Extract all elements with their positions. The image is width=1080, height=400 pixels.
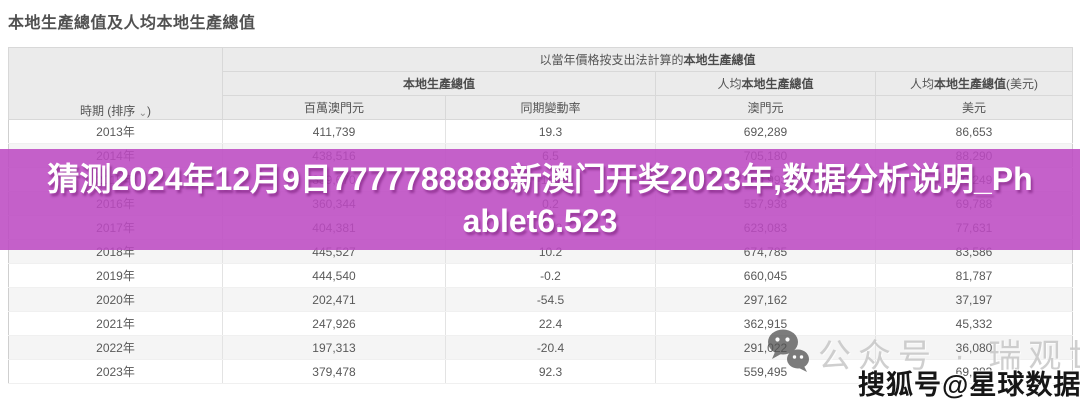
wechat-icon [766, 327, 810, 378]
per-capita-mop-cell: 291,022 [655, 335, 876, 360]
group-gdp-label: 本地生產總值 [402, 77, 475, 91]
table-row: 2020年 202,471 -54.5 297,162 37,197 [8, 287, 1073, 312]
group-pc-usd-label: 本地生產總值 [934, 77, 1007, 91]
per-capita-mop-cell: 692,289 [655, 119, 876, 144]
group-pc-usd-suffix: (美元) [1006, 77, 1039, 91]
group-pc-usd-prefix: 人均 [910, 77, 935, 91]
period-cell: 2022年 [8, 335, 223, 360]
group-per-capita-header: 人均本地生產總值 [655, 71, 876, 96]
gdp-cell: 197,313 [222, 335, 446, 360]
table-row: 2023年 379,478 92.3 559,495 69,383 [8, 359, 1073, 384]
period-cell: 2023年 [8, 359, 223, 384]
wechat-watermark-label: 公众号 · 瑞观世界 [818, 336, 1080, 374]
banner-text-line1: 猜测2024年12月9日7777788888新澳门开奖2023年,数据分析说明_… [47, 160, 1033, 197]
group-gdp-header: 本地生產總值 [222, 71, 656, 96]
sort-icon: ⌄ [138, 108, 148, 119]
page-title: 本地生產總值及人均本地生產總值 [8, 15, 256, 32]
table-row: 2013年 411,739 19.3 692,289 86,653 [8, 119, 1073, 144]
spanning-header-bold: 本地生產總值 [683, 53, 756, 67]
banner-text-line2: ablet6.523 [462, 202, 618, 239]
unit-header-change-rate: 同期變動率 [445, 95, 656, 120]
group-pc-label: 本地生產總值 [741, 77, 814, 91]
spanning-header-prefix: 以當年價格按支出法計算的 [539, 53, 684, 67]
per-capita-mop-cell: 559,495 [655, 359, 876, 384]
wechat-watermark: 公众号 · 瑞观世界 [766, 327, 1080, 378]
change-cell: -54.5 [445, 287, 656, 312]
spanning-header: 以當年價格按支出法計算的本地生產總值 [221, 47, 1074, 72]
gdp-cell: 247,926 [222, 311, 446, 336]
table-header: 時期 (排序 ⌄) 以當年價格按支出法計算的本地生產總值 本地生產總值 人均本地… [8, 47, 1074, 120]
unit-header-mop: 澳門元 [655, 95, 876, 120]
per-capita-usd-cell: 45,332 [874, 311, 1073, 336]
sohu-watermark: 搜狐号@星球数据派 [858, 370, 1080, 400]
change-cell: 22.4 [445, 311, 656, 336]
change-cell: -0.2 [445, 263, 656, 288]
per-capita-usd-cell: 37,197 [874, 287, 1073, 312]
gdp-cell: 411,739 [222, 119, 446, 144]
period-cell: 2013年 [8, 119, 223, 144]
per-capita-mop-cell: 660,045 [655, 263, 876, 288]
per-capita-mop-cell: 362,915 [655, 311, 876, 336]
gdp-cell: 379,478 [222, 359, 446, 384]
unit-header-mop-millions: 百萬澳門元 [222, 95, 446, 120]
period-cell: 2020年 [8, 287, 223, 312]
table-row: 2022年 197,313 -20.4 291,022 36,080 [8, 335, 1073, 360]
per-capita-usd-cell: 69,383 [874, 359, 1073, 384]
per-capita-usd-cell: 81,787 [874, 263, 1073, 288]
gdp-cell: 202,471 [222, 287, 446, 312]
promo-overlay-banner: 猜测2024年12月9日7777788888新澳门开奖2023年,数据分析说明_… [0, 149, 1080, 250]
unit-header-usd: 美元 [874, 95, 1074, 120]
change-cell: 19.3 [445, 119, 656, 144]
change-cell: -20.4 [445, 335, 656, 360]
period-sort-header[interactable]: 時期 (排序 ⌄) [8, 47, 223, 120]
per-capita-usd-cell: 36,080 [874, 335, 1073, 360]
per-capita-usd-cell: 86,653 [874, 119, 1073, 144]
period-cell: 2021年 [8, 311, 223, 336]
table-row: 2021年 247,926 22.4 362,915 45,332 [8, 311, 1073, 336]
period-header-suffix: ) [147, 104, 152, 118]
group-pc-prefix: 人均 [717, 77, 742, 91]
change-cell: 92.3 [445, 359, 656, 384]
per-capita-mop-cell: 297,162 [655, 287, 876, 312]
group-per-capita-usd-header: 人均本地生產總值(美元) [874, 71, 1074, 96]
period-cell: 2019年 [8, 263, 223, 288]
table-row: 2019年 444,540 -0.2 660,045 81,787 [8, 263, 1073, 288]
gdp-cell: 444,540 [222, 263, 446, 288]
period-header-label: 時期 (排序 [79, 104, 139, 118]
